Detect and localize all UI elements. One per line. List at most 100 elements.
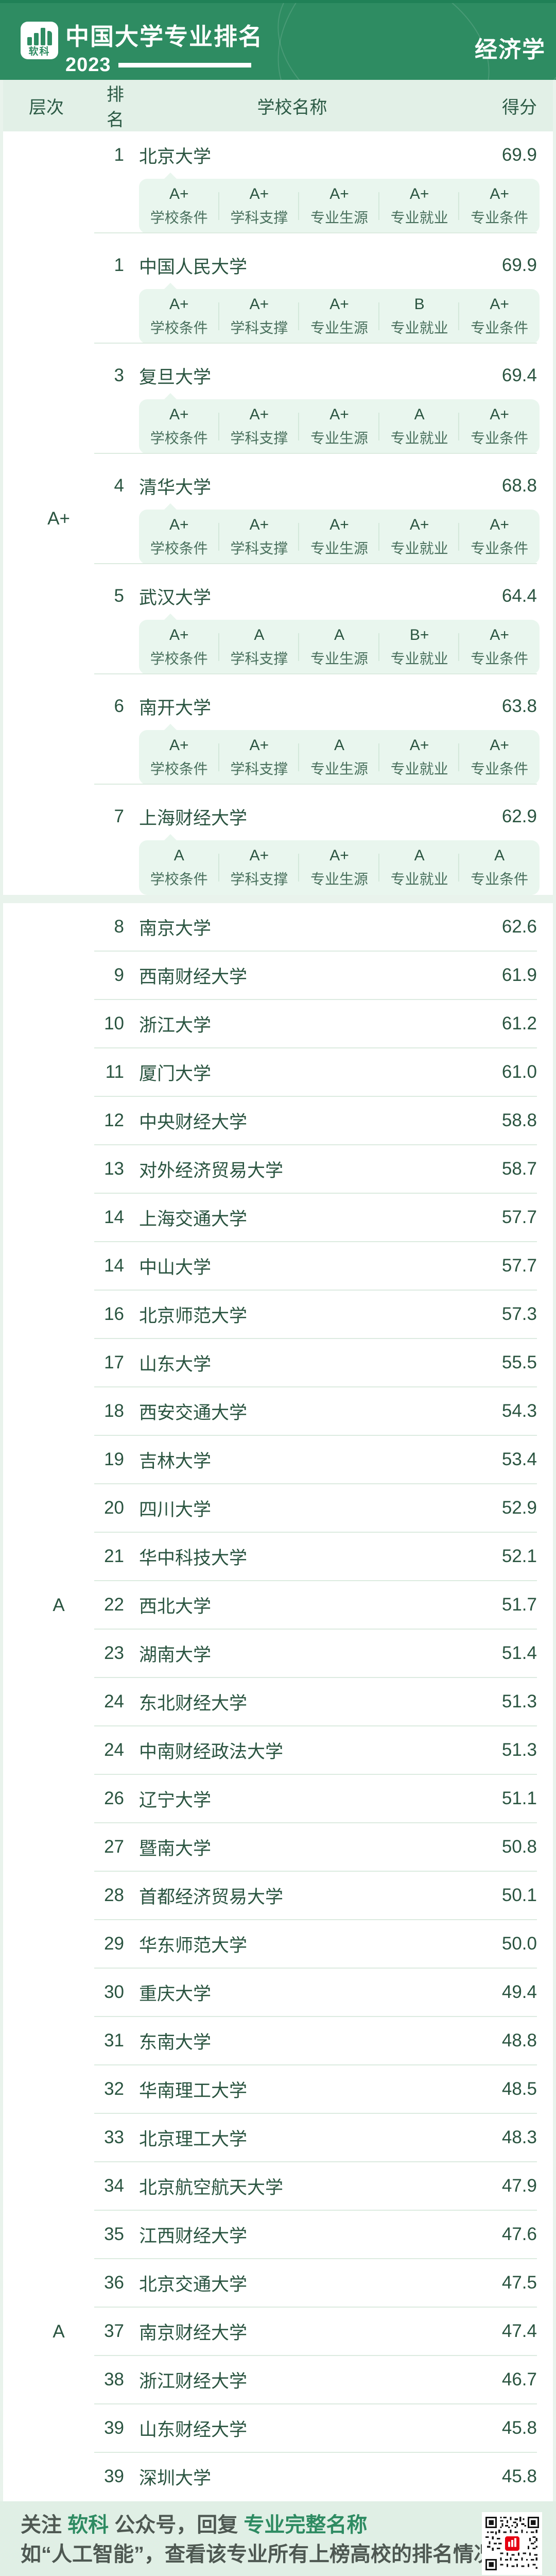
ranking-row[interactable]: 36 北京交通大学 47.5 (3, 2259, 553, 2308)
sub-metric: A 专业就业 (379, 399, 460, 454)
score-cell: 58.8 (501, 1110, 537, 1130)
column-header-school: 学校名称 (257, 97, 327, 117)
tier-label: A (53, 1595, 65, 1615)
ranking-row[interactable]: 32 华南理工大学 48.5 (3, 2065, 553, 2114)
sub-metric: A+ 专业条件 (459, 620, 540, 674)
ranking-row[interactable]: 8 南京大学 62.6 (3, 903, 553, 952)
sub-metric-grade: A+ (169, 185, 189, 202)
ranking-row[interactable]: 3 复旦大学 69.4 A+ 学校条件 A+ 学科支撑 A+ 专业生源 A 专业就业 A+ 专业条件 (3, 352, 553, 454)
ranking-row[interactable]: 7 上海财经大学 62.9 A 学校条件 A+ 学科支撑 A+ 专业生源 A 专业就业 A 专业条件 (3, 793, 553, 895)
ranking-row[interactable]: 24 中南财经政法大学 51.3 (3, 1726, 553, 1775)
school-name: 浙江大学 (139, 1015, 212, 1036)
ranking-row[interactable]: 39 深圳大学 45.8 (3, 2453, 553, 2501)
rank-cell: 24 (104, 1740, 124, 1760)
ranking-row[interactable]: 26 辽宁大学 51.1 (3, 1775, 553, 1823)
rank-cell: 28 (104, 1885, 124, 1905)
rank-cell: 9 (114, 965, 124, 985)
ranking-row[interactable]: 18 西安交通大学 54.3 (3, 1387, 553, 1436)
ranking-row[interactable]: 16 北京师范大学 57.3 (3, 1291, 553, 1339)
ranking-row[interactable]: 34 北京航空航天大学 47.9 (3, 2162, 553, 2211)
ranking-row[interactable]: A 22 西北大学 51.7 (3, 1581, 553, 1630)
sub-metric-label: 专业就业 (390, 540, 448, 556)
school-name: 辽宁大学 (139, 1790, 212, 1810)
school-name: 山东财经大学 (139, 2419, 248, 2440)
page-title: 中国大学专业排名 (65, 23, 263, 50)
rank-cell: 33 (104, 2127, 124, 2147)
ranking-row[interactable]: 20 四川大学 52.9 (3, 1484, 553, 1533)
rank-cell: 22 (104, 1595, 124, 1615)
ranking-row[interactable]: 9 西南财经大学 61.9 (3, 952, 553, 1000)
sub-metric-label: 专业就业 (390, 209, 448, 226)
rank-cell: 14 (104, 1207, 124, 1227)
ranking-row[interactable]: 29 华东师范大学 50.0 (3, 1920, 553, 1969)
sub-metric: A+ 专业就业 (379, 179, 460, 233)
ranking-row[interactable]: 24 东北财经大学 51.3 (3, 1678, 553, 1726)
school-name: 上海财经大学 (139, 808, 248, 828)
tier-label: A+ (47, 509, 70, 529)
school-name: 南京财经大学 (139, 2323, 248, 2343)
sub-metric-grade: A+ (409, 185, 429, 202)
sub-metric: A 专业生源 (299, 730, 379, 785)
sub-metric-label: 学科支撑 (230, 319, 288, 336)
score-cell: 46.7 (501, 2369, 537, 2389)
ranking-row[interactable]: 1 中国人民大学 69.9 A+ 学校条件 A+ 学科支撑 A+ 专业生源 B 专业就业 A+ 专业条件 (3, 242, 553, 344)
ranking-row[interactable]: 30 重庆大学 49.4 (3, 1969, 553, 2017)
row-main-line: 4 清华大学 68.8 (3, 462, 553, 510)
ranking-row[interactable]: 11 厦门大学 61.0 (3, 1048, 553, 1097)
rank-cell: 16 (104, 1304, 124, 1324)
ranking-row[interactable]: 38 浙江财经大学 46.7 (3, 2356, 553, 2404)
score-cell: 52.9 (501, 1498, 537, 1518)
ranking-row[interactable]: 31 东南大学 48.8 (3, 2017, 553, 2065)
ranking-row[interactable]: 14 中山大学 57.7 (3, 1242, 553, 1291)
ranking-row[interactable]: 27 暨南大学 50.8 (3, 1823, 553, 1872)
rank-cell: 35 (104, 2224, 124, 2244)
school-name: 中山大学 (139, 1257, 212, 1278)
ranking-row[interactable]: A+ 4 清华大学 68.8 A+ 学校条件 A+ 学科支撑 A+ 专业生源 A+ 专业就业 A+ 专业条… (3, 462, 553, 564)
sub-metric-grade: A+ (490, 626, 509, 643)
rank-cell: 13 (104, 1159, 124, 1179)
ranking-year: 2023 (65, 54, 111, 76)
rank-cell: 3 (114, 365, 124, 385)
school-name: 西北大学 (139, 1596, 212, 1617)
ranking-row[interactable]: 39 山东财经大学 45.8 (3, 2404, 553, 2453)
school-name: 北京师范大学 (139, 1306, 248, 1326)
ranking-row[interactable]: 33 北京理工大学 48.3 (3, 2114, 553, 2162)
ranking-row[interactable]: 14 上海交通大学 57.7 (3, 1194, 553, 1242)
ranking-row[interactable]: 6 南开大学 63.8 A+ 学校条件 A+ 学科支撑 A 专业生源 A+ 专业就业 A+ 专业条件 (3, 683, 553, 785)
score-cell: 63.8 (501, 696, 537, 716)
ranking-card-a: 8 南京大学 62.6 9 西南财经大学 61.9 10 浙江大学 61.2 11 厦门大学 61.0… (3, 903, 553, 2501)
ranking-row[interactable]: 35 江西财经大学 47.6 (3, 2211, 553, 2259)
brand-name: 软科 (28, 46, 50, 57)
ranking-row[interactable]: 12 中央财经大学 58.8 (3, 1097, 553, 1145)
ranking-row[interactable]: 21 华中科技大学 52.1 (3, 1533, 553, 1581)
sub-score-panel: A 学校条件 A+ 学科支撑 A+ 专业生源 A 专业就业 A 专业条件 (139, 834, 540, 895)
sub-metric-label: 学校条件 (150, 650, 208, 667)
row-main-line: 24 中南财经政法大学 51.3 (3, 1726, 553, 1774)
row-main-line: 5 武汉大学 64.4 (3, 572, 553, 620)
sub-metric-grade: A+ (329, 846, 349, 864)
rank-cell: 6 (114, 696, 124, 716)
ranking-row[interactable]: 13 对外经济贸易大学 58.7 (3, 1145, 553, 1194)
score-cell: 47.5 (501, 2273, 537, 2293)
score-cell: 52.1 (501, 1546, 537, 1566)
qr-code (482, 2512, 542, 2575)
ranking-row[interactable]: 1 北京大学 69.9 A+ 学校条件 A+ 学科支撑 A+ 专业生源 A+ 专业就业 A+ 专业条件 (3, 131, 553, 233)
ranking-row[interactable]: 17 山东大学 55.5 (3, 1339, 553, 1387)
row-main-line: 13 对外经济贸易大学 58.7 (3, 1145, 553, 1193)
sub-metric: A 专业条件 (459, 840, 540, 895)
ranking-row[interactable]: 23 湖南大学 51.4 (3, 1630, 553, 1678)
ranking-row[interactable]: 5 武汉大学 64.4 A+ 学校条件 A 学科支撑 A 专业生源 B+ 专业就业 A+ 专业条件 (3, 572, 553, 674)
sub-metric-grade: B+ (409, 626, 429, 643)
sub-metric: A+ 专业条件 (459, 510, 540, 564)
score-cell: 50.1 (501, 1885, 537, 1905)
row-main-line: 26 辽宁大学 51.1 (3, 1775, 553, 1822)
ranking-row[interactable]: 19 吉林大学 53.4 (3, 1436, 553, 1484)
ranking-row[interactable]: A 37 南京财经大学 47.4 (3, 2308, 553, 2356)
row-main-line: 32 华南理工大学 48.5 (3, 2065, 553, 2113)
score-cell: 69.9 (501, 145, 537, 165)
school-name: 北京交通大学 (139, 2274, 248, 2295)
row-main-line: 31 东南大学 48.8 (3, 2017, 553, 2064)
ranking-row[interactable]: 10 浙江大学 61.2 (3, 1000, 553, 1048)
ranking-row[interactable]: 28 首都经济贸易大学 50.1 (3, 1872, 553, 1920)
sub-metric-grade: B (414, 295, 425, 313)
